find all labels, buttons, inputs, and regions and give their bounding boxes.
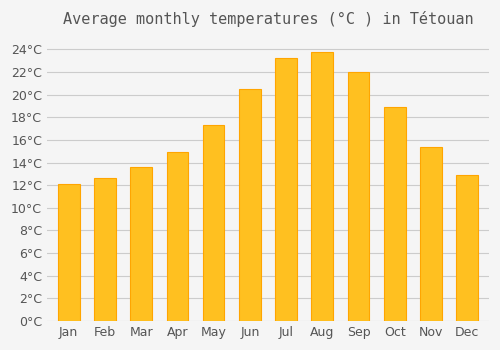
Bar xyxy=(348,72,370,321)
Bar xyxy=(130,167,152,321)
Bar xyxy=(420,147,442,321)
Bar xyxy=(275,58,297,321)
Bar xyxy=(166,152,188,321)
Bar xyxy=(94,178,116,321)
Title: Average monthly temperatures (°C ) in Tétouan: Average monthly temperatures (°C ) in Té… xyxy=(62,11,473,27)
Bar xyxy=(312,51,333,321)
Bar xyxy=(58,184,80,321)
Bar xyxy=(384,107,406,321)
Bar xyxy=(239,89,260,321)
Bar xyxy=(202,125,224,321)
Bar xyxy=(456,175,478,321)
